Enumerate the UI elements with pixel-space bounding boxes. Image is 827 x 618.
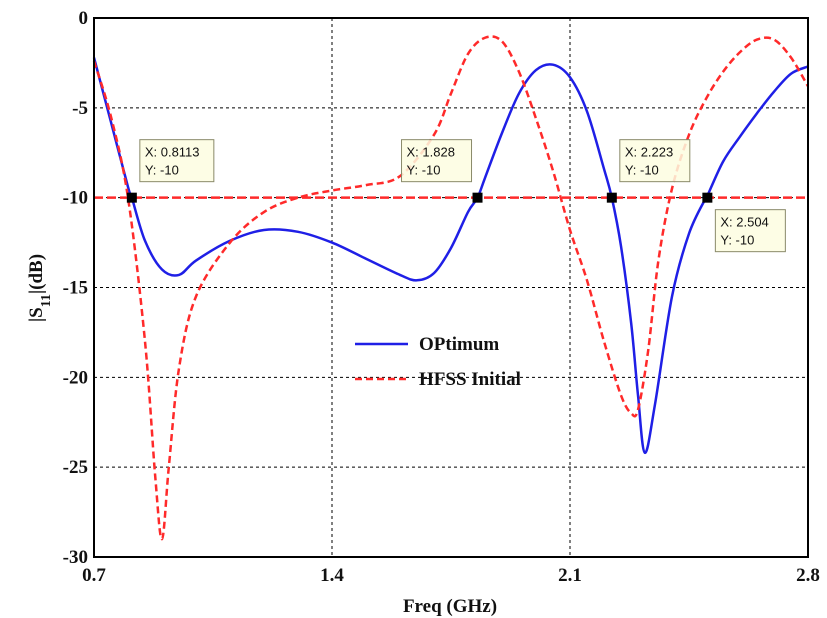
- data-tip: X: 2.223 Y: -10: [606, 139, 691, 203]
- y-axis-title-main: |S: [26, 307, 47, 322]
- y-tick-label: -5: [72, 98, 88, 119]
- y-axis-title-sub: 11: [39, 294, 54, 307]
- data-tip: X: 0.8113 Y: -10: [126, 139, 215, 203]
- y-tick-label: -20: [63, 367, 88, 388]
- data-tip: X: 2.504 Y: -10: [702, 192, 786, 253]
- x-axis-title: Freq (GHz): [403, 596, 497, 617]
- data-tip-x-label: X: 2.223: [625, 145, 673, 160]
- data-tip-box: [139, 139, 215, 183]
- data-tip: X: 1.828 Y: -10: [401, 139, 483, 203]
- data-tip-box: [401, 139, 473, 183]
- y-tick-label: -25: [63, 457, 88, 478]
- data-tip-x-label: X: 2.504: [720, 215, 768, 230]
- data-tip-marker: [126, 192, 137, 203]
- x-tick-label: 2.1: [558, 565, 582, 586]
- plot-frame: [93, 17, 809, 558]
- legend: OPtimum HFSS Initial: [355, 334, 521, 390]
- legend-label-hfss-initial: HFSS Initial: [419, 369, 521, 390]
- series-line-optimum: [92, 57, 809, 455]
- legend-label-optimum: OPtimum: [419, 334, 499, 355]
- y-tick-label: 0: [79, 8, 89, 29]
- data-tip-marker: [472, 192, 483, 203]
- y-tick-label: -10: [63, 188, 88, 209]
- data-tip-box: [714, 209, 786, 253]
- y-tick-label: -15: [63, 278, 88, 299]
- data-tip-y-label: Y: -10: [145, 163, 179, 178]
- x-tick-label: 2.8: [796, 565, 820, 586]
- y-tick-label: -30: [63, 547, 88, 568]
- data-tip-marker: [702, 192, 713, 203]
- marker-layer: X: 0.8113 Y: -10 X: 1.828 Y: -10 X: 2.223 Y: …: [126, 139, 786, 253]
- ticks-layer: 0.7 1.4 2.1 2.8 0 -5 -10 -15 -20 -25 -30: [63, 8, 820, 586]
- data-tip-x-label: X: 1.828: [407, 145, 455, 160]
- x-tick-label: 0.7: [82, 565, 106, 586]
- x-tick-label: 1.4: [320, 565, 344, 586]
- data-tip-y-label: Y: -10: [407, 163, 441, 178]
- data-tip-y-label: Y: -10: [720, 233, 754, 248]
- y-axis-title-tail: |(dB): [26, 254, 47, 294]
- data-tip-box: [619, 139, 691, 183]
- data-tip-y-label: Y: -10: [625, 163, 659, 178]
- data-tip-x-label: X: 0.8113: [145, 145, 200, 160]
- data-tip-marker: [606, 192, 617, 203]
- series-line-hfss-initial: [92, 35, 810, 541]
- y-axis-title: |S11|(dB): [26, 254, 54, 322]
